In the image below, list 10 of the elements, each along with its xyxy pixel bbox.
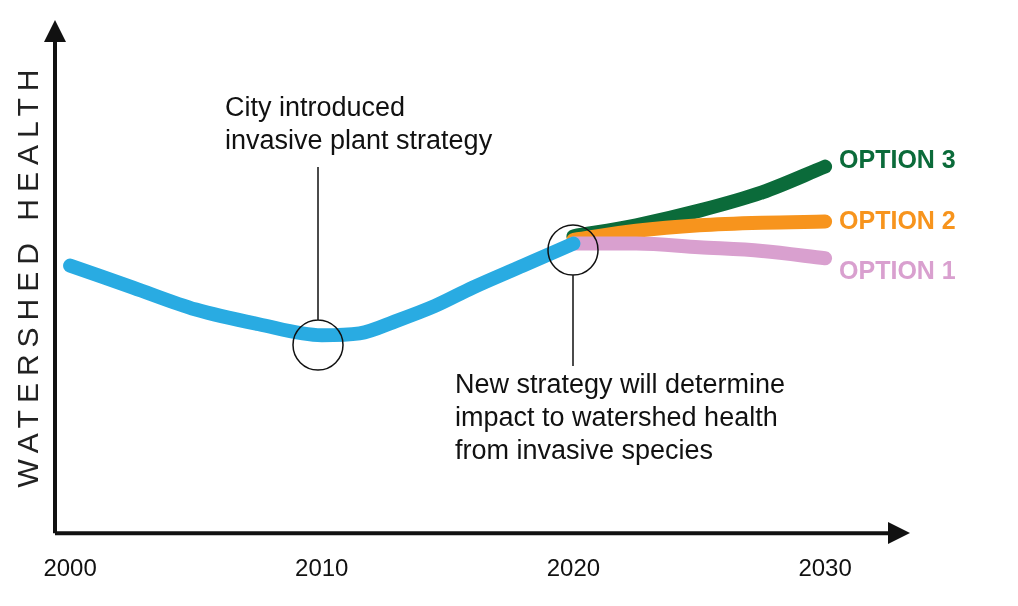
x-tick-label: 2000	[43, 554, 97, 582]
text: City introduced invasive plant strategy	[225, 91, 493, 155]
y-axis-title: WATERSHED HEALTH	[11, 62, 45, 488]
series-label: OPTION 1	[839, 256, 956, 285]
series-label: OPTION 3	[839, 144, 956, 173]
series-label: OPTION 2	[839, 205, 956, 234]
x-tick-label: 2010	[295, 554, 349, 582]
x-tick-label: 2020	[546, 554, 601, 582]
x-tick-label: 2030	[798, 554, 852, 582]
annotation: New strategy will determine impact to watershed health from invasive species	[455, 368, 786, 465]
